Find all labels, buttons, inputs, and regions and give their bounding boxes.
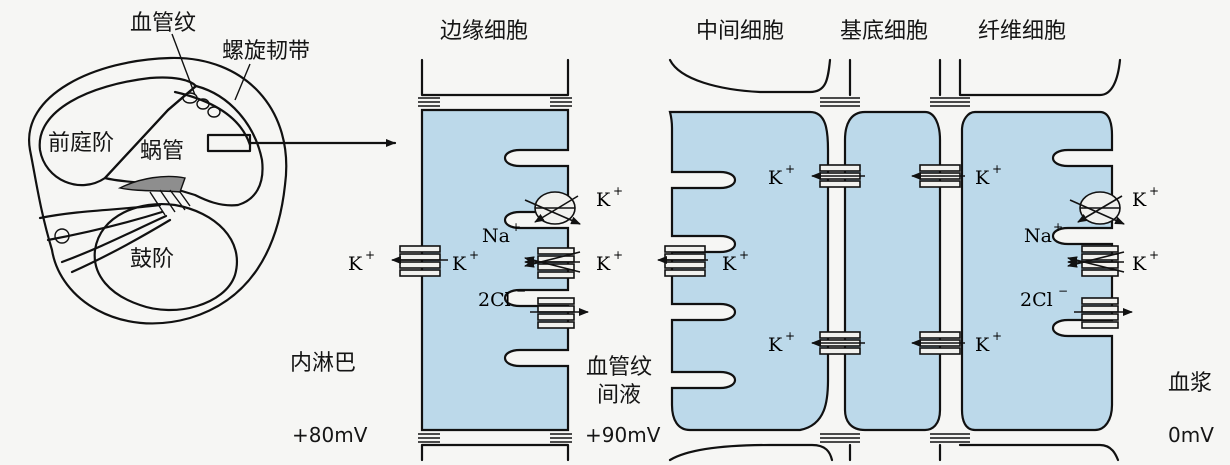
cl-transporter: [537, 297, 575, 329]
cl-label-2: 2Cl: [1020, 289, 1053, 311]
svg-text:+: +: [469, 248, 479, 262]
svg-text:+: +: [613, 184, 623, 198]
na-label-2: Na: [1024, 225, 1052, 247]
vascular-stria-label: 血管纹: [130, 11, 196, 36]
k-label-11: K: [1132, 253, 1147, 275]
intrastrial-fluid-label-2: 间液: [597, 383, 641, 408]
k-label-4: K: [596, 253, 611, 275]
cochlear-duct-label: 蜗管: [140, 139, 184, 164]
scala-tympani-label: 鼓阶: [130, 247, 174, 272]
intermediate-cell-label: 中间细胞: [696, 19, 784, 44]
spiral-ligament-label: 螺旋韧带: [222, 39, 310, 64]
svg-text:+: +: [1053, 220, 1063, 234]
fibrocyte-nkcc1: [1081, 245, 1119, 277]
intermediate-cell-body: [668, 110, 830, 432]
svg-text:+: +: [511, 220, 521, 234]
marginal-cell-body: [420, 108, 570, 432]
svg-text:+: +: [1149, 248, 1159, 262]
svg-text:+: +: [785, 329, 795, 343]
na-label-1: Na: [482, 225, 510, 247]
k-label-10: K: [1132, 189, 1147, 211]
fibrocyte-label: 纤维细胞: [978, 19, 1066, 44]
ion-labels: K + K + K + Na + K + 2Cl − K + K + K + K + K + K + N…: [348, 162, 1159, 356]
basal-cell-label: 基底细胞: [840, 19, 928, 44]
tight-junctions: [418, 97, 970, 443]
k-label-2: K: [452, 253, 467, 275]
ion-flow-arrows: [391, 172, 1133, 347]
svg-text:+: +: [992, 329, 1002, 343]
svg-text:−: −: [1058, 284, 1068, 298]
svg-text:+: +: [992, 162, 1002, 176]
scala-vestibuli-label: 前庭阶: [48, 131, 114, 156]
marginal-cell-label: 边缘细胞: [440, 19, 528, 44]
k-label-7: K: [975, 167, 990, 189]
cell-outline-caps: [420, 58, 1122, 462]
k-label-9: K: [975, 334, 990, 356]
k-label-3: K: [596, 189, 611, 211]
svg-text:+: +: [1149, 184, 1159, 198]
plasma-potential: 0mV: [1168, 423, 1214, 447]
k-label-6: K: [768, 167, 783, 189]
nkcc1-transporter: [537, 247, 575, 279]
endolymph-potential: +80mV: [292, 423, 368, 447]
k-label-8: K: [768, 334, 783, 356]
basal-cell-body: [843, 110, 942, 432]
cl-label-1: 2Cl: [478, 289, 511, 311]
fibrocyte-body: [960, 110, 1114, 432]
svg-text:+: +: [785, 162, 795, 176]
cochlea-cross-section: [28, 56, 397, 325]
endolymph-label: 内淋巴: [290, 351, 356, 376]
svg-text:+: +: [739, 248, 749, 262]
k-label-1: K: [348, 253, 363, 275]
svg-text:+: +: [613, 248, 623, 262]
intrastrial-potential: +90mV: [585, 423, 661, 447]
plasma-label: 血浆: [1168, 371, 1212, 396]
k-label-5: K: [722, 253, 737, 275]
intrastrial-fluid-label-1: 血管纹: [586, 355, 652, 380]
svg-text:−: −: [516, 284, 526, 298]
svg-text:+: +: [365, 248, 375, 262]
